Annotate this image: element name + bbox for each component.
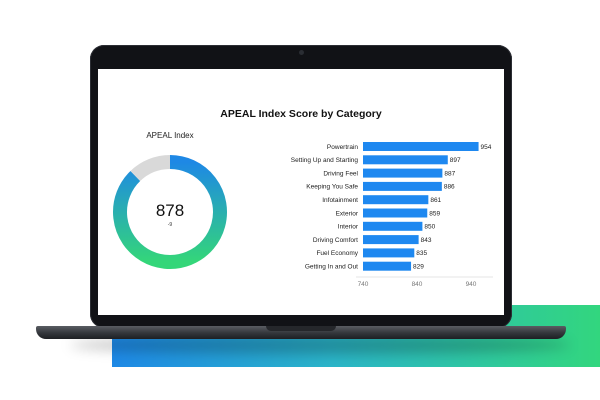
- category-label: Fuel Economy: [316, 250, 358, 257]
- x-tick-label: 740: [358, 281, 369, 288]
- camera-icon: [299, 50, 304, 55]
- bar: [363, 155, 448, 165]
- category-label: Exterior: [336, 210, 359, 217]
- x-tick-label: 940: [466, 281, 477, 288]
- donut-center-value: 878: [156, 201, 184, 220]
- category-label: Getting In and Out: [305, 264, 358, 271]
- category-label: Interior: [338, 224, 359, 231]
- category-label: Setting Up and Starting: [291, 157, 359, 164]
- bar: [363, 181, 442, 191]
- bar: [363, 142, 479, 151]
- bar-value-label: 897: [450, 157, 461, 164]
- donut-chart: [113, 155, 227, 269]
- bar: [363, 208, 428, 218]
- bar-value-label: 835: [416, 250, 427, 257]
- bar-value-label: 887: [444, 170, 455, 177]
- bar-chart-title: APEAL Index Score by Category: [220, 108, 382, 120]
- donut-slice-remainder: [130, 155, 171, 182]
- laptop-base-notch: [266, 326, 336, 331]
- bar: [363, 261, 412, 271]
- bar-value-label: 886: [444, 184, 455, 191]
- donut-change-value: -9: [168, 222, 173, 228]
- bar-value-label: 829: [413, 264, 424, 271]
- laptop-screen: APEAL Index Score by Category APEAL Inde…: [98, 69, 504, 315]
- bar: [363, 235, 419, 245]
- category-label: Infotainment: [322, 197, 358, 204]
- bar-value-label: 850: [424, 224, 435, 231]
- x-tick-label: 840: [412, 281, 423, 288]
- laptop-base: [36, 326, 566, 339]
- donut-title: APEAL Index: [146, 131, 193, 140]
- bar-value-label: 843: [421, 237, 432, 244]
- laptop-shadow: [70, 336, 570, 354]
- category-label: Driving Comfort: [313, 237, 358, 244]
- dashboard-chart: APEAL Index Score by Category APEAL Inde…: [113, 108, 493, 288]
- bar-chart: Powertrain 954 Setting Up and Starting 897 D…: [291, 142, 493, 288]
- bar: [363, 221, 423, 231]
- bar: [363, 195, 429, 205]
- category-label: Powertrain: [327, 144, 358, 151]
- bar: [363, 248, 415, 258]
- bar: [363, 168, 443, 178]
- bar-value-label: 861: [430, 197, 441, 204]
- donut-slice-score: [113, 155, 227, 269]
- category-label: Driving Feel: [323, 170, 358, 177]
- bar-value-label: 954: [481, 144, 492, 151]
- category-label: Keeping You Safe: [306, 184, 358, 191]
- bar-value-label: 859: [429, 210, 440, 217]
